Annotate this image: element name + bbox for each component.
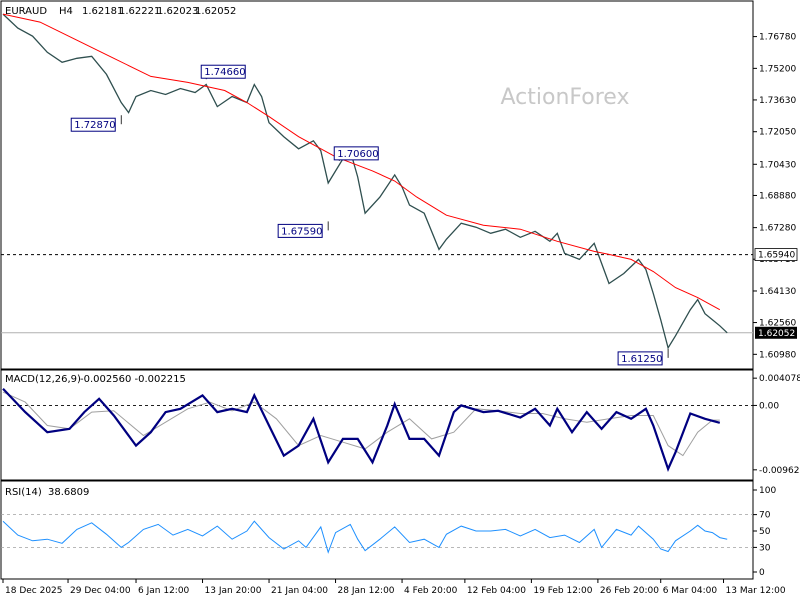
price-tick-label: 1.72050 <box>759 128 796 138</box>
macd-line <box>2 387 721 473</box>
rsi-tick-label: 70 <box>759 511 771 521</box>
current-price-tag-box <box>755 326 797 339</box>
time-tick-label: 18 Dec 2025 <box>5 586 63 596</box>
time-tick-label: 26 Feb 20:00 <box>600 586 659 596</box>
annotation-label: 1.67590 <box>281 226 322 237</box>
current-price-tag-label: 1.62052 <box>758 329 795 339</box>
macd-title: MACD(12,26,9) <box>5 374 81 385</box>
macd-values: -0.002560 -0.002215 <box>80 374 186 385</box>
price-tick-label: 1.76780 <box>759 33 796 43</box>
rsi-tick-label: 0 <box>759 568 765 578</box>
price-tick-label: 1.73630 <box>759 96 796 106</box>
annotation-box <box>333 146 379 161</box>
price-annotations: 1.72870 1.74660 1.70600 1.67590 1.61250 <box>70 64 669 366</box>
rsi-title: RSI(14) <box>5 487 42 498</box>
watermark: ActionForex <box>501 85 630 110</box>
macd-axis-ticks: 0.004078 0.00 -0.009628 <box>753 374 800 476</box>
macd-tick-label: 0.00 <box>759 401 779 411</box>
rsi-line <box>2 520 728 554</box>
time-tick-label: 28 Jan 12:00 <box>338 586 395 596</box>
time-tick-label: 6 Mar 04:00 <box>663 586 718 596</box>
current-price-tag: 1.62052 <box>755 326 797 339</box>
hline-tag-label: 1.65940 <box>758 251 795 261</box>
macd-tick-label: 0.004078 <box>759 374 800 384</box>
time-tick-label: 6 Jan 12:00 <box>138 586 190 596</box>
annotation-box <box>200 64 246 79</box>
time-tick-label: 13 Mar 12:00 <box>726 586 786 596</box>
annotation-box <box>70 117 116 132</box>
hline-tag: 1.65940 <box>754 248 798 261</box>
moving-average-line <box>2 13 721 311</box>
open-value: 1.62181 <box>82 6 123 17</box>
time-tick-label: 19 Feb 12:00 <box>533 586 592 596</box>
price-tick-label: 1.70430 <box>759 160 796 170</box>
annotation-box <box>277 223 323 238</box>
time-tick-label: 29 Dec 04:00 <box>70 586 131 596</box>
price-tick-label: 1.64130 <box>759 287 796 297</box>
hline-tag-box <box>754 248 798 261</box>
rsi-level-lines <box>1 514 753 548</box>
price-series-line <box>2 13 728 350</box>
rsi-tick-label: 30 <box>759 543 771 553</box>
time-tick-label: 12 Feb 04:00 <box>467 586 526 596</box>
close-value: 1.62052 <box>195 6 236 17</box>
high-value: 1.62221 <box>119 6 160 17</box>
price-tick-label: 1.75200 <box>759 64 796 74</box>
price-panel: ActionForex EURAUD H4 1.62181 1.62221 1.… <box>0 0 798 370</box>
annotation-label: 1.61250 <box>621 354 662 365</box>
symbol-label: EURAUD <box>5 6 47 17</box>
timeframe-label: H4 <box>59 6 73 17</box>
rsi-panel: RSI(14) 38.6809 100 70 50 30 0 <box>0 480 776 580</box>
annotation-label: 1.74660 <box>204 67 245 78</box>
rsi-value: 38.6809 <box>48 487 89 498</box>
price-tick-label: 1.62560 <box>759 319 796 329</box>
annotation-label: 1.70600 <box>337 149 378 160</box>
time-tick-label: 21 Jan 04:00 <box>271 586 328 596</box>
price-tick-label: 1.60980 <box>759 350 796 360</box>
macd-panel: MACD(12,26,9) -0.002560 -0.002215 0.0040… <box>0 369 800 481</box>
rsi-tick-label: 50 <box>759 527 771 537</box>
annotation-label: 1.72870 <box>74 120 115 131</box>
price-tick-label: 1.67280 <box>759 224 796 234</box>
rsi-axis-ticks: 100 70 50 30 0 <box>753 486 776 578</box>
macd-signal-line <box>2 391 720 457</box>
time-axis: 18 Dec 2025 29 Dec 04:00 6 Jan 12:00 13 Jan… <box>2 579 786 596</box>
price-tick-label: 1.68880 <box>759 191 796 201</box>
annotation-box <box>617 351 663 366</box>
rsi-tick-label: 100 <box>759 486 776 496</box>
low-value: 1.62023 <box>157 6 198 17</box>
time-tick-label: 4 Feb 20:00 <box>404 586 458 596</box>
macd-tick-label: -0.009628 <box>759 466 800 476</box>
ohlc-header: EURAUD H4 1.62181 1.62221 1.62023 1.6205… <box>5 6 236 17</box>
time-tick-label: 13 Jan 20:00 <box>205 586 262 596</box>
